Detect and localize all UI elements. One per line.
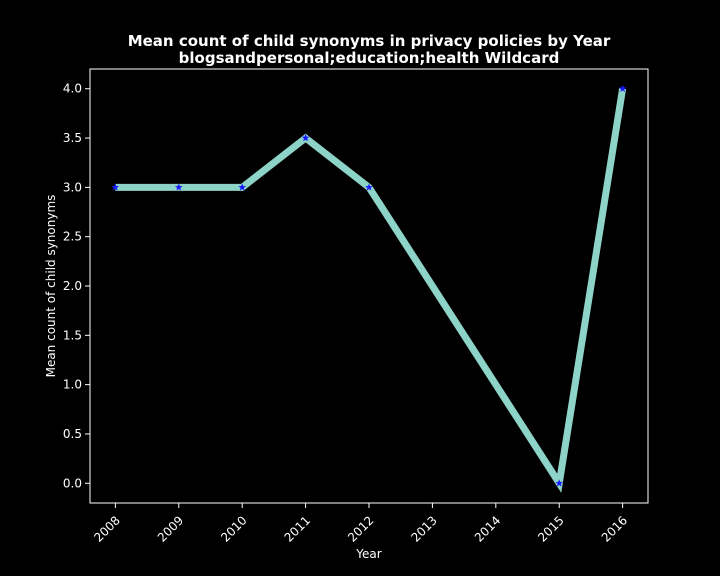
y-tick-label: 0.0 bbox=[63, 476, 82, 490]
y-tick-label: 1.5 bbox=[63, 328, 82, 342]
chart-subtitle: blogsandpersonal;education;health Wildca… bbox=[179, 49, 560, 67]
x-axis-label: Year bbox=[355, 547, 381, 561]
plot-area bbox=[111, 84, 627, 493]
y-tick-label: 2.5 bbox=[63, 230, 82, 244]
chart-title: Mean count of child synonyms in privacy … bbox=[128, 32, 611, 50]
data-point-star bbox=[555, 479, 564, 487]
y-axis: 0.0 0.5 1.0 1.5 2.0 2.5 3.0 3.5 4.0 bbox=[63, 82, 90, 490]
y-tick-label: 3.5 bbox=[63, 131, 82, 145]
y-tick-label: 1.0 bbox=[63, 378, 82, 392]
data-point-star bbox=[618, 84, 627, 92]
y-tick-label: 2.0 bbox=[63, 279, 82, 293]
data-point-star bbox=[111, 183, 120, 191]
y-tick-label: 3.0 bbox=[63, 180, 82, 194]
y-tick-label: 0.5 bbox=[63, 427, 82, 441]
data-point-star bbox=[365, 183, 373, 191]
data-point-star bbox=[301, 134, 310, 142]
y-tick-label: 4.0 bbox=[63, 82, 82, 96]
y-axis-label: Mean count of child synonyms bbox=[44, 195, 58, 378]
data-point-star bbox=[174, 183, 183, 191]
data-point-star bbox=[238, 183, 246, 191]
